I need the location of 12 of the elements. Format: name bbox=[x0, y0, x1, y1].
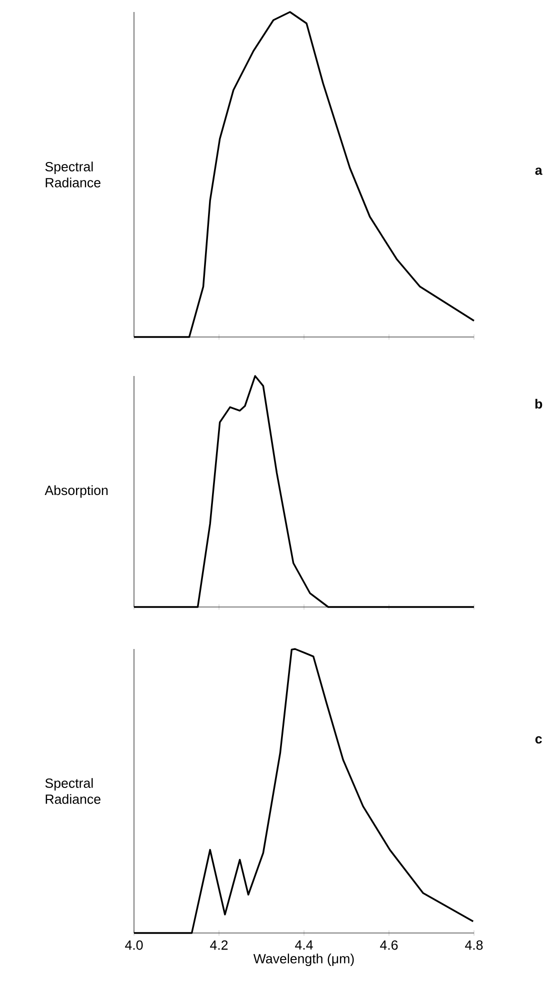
x-tick-label: 4.8 bbox=[465, 940, 483, 950]
y-axis-title: Spectral Radiance bbox=[45, 162, 100, 188]
y-axis-title: Absorption bbox=[44, 485, 108, 498]
x-tick-label: 4.2 bbox=[210, 940, 228, 950]
x-tick-label: 4.6 bbox=[380, 940, 398, 950]
text: c bbox=[535, 736, 542, 744]
x-tick-label: 4.4 bbox=[295, 940, 313, 950]
x-axis-title: Wavelength (μm) bbox=[253, 954, 354, 966]
y-axis-title: Spectral Radiance bbox=[45, 778, 100, 804]
x-tick-label: 4.0 bbox=[125, 940, 143, 950]
text: a bbox=[535, 168, 542, 175]
text: b bbox=[535, 398, 542, 409]
